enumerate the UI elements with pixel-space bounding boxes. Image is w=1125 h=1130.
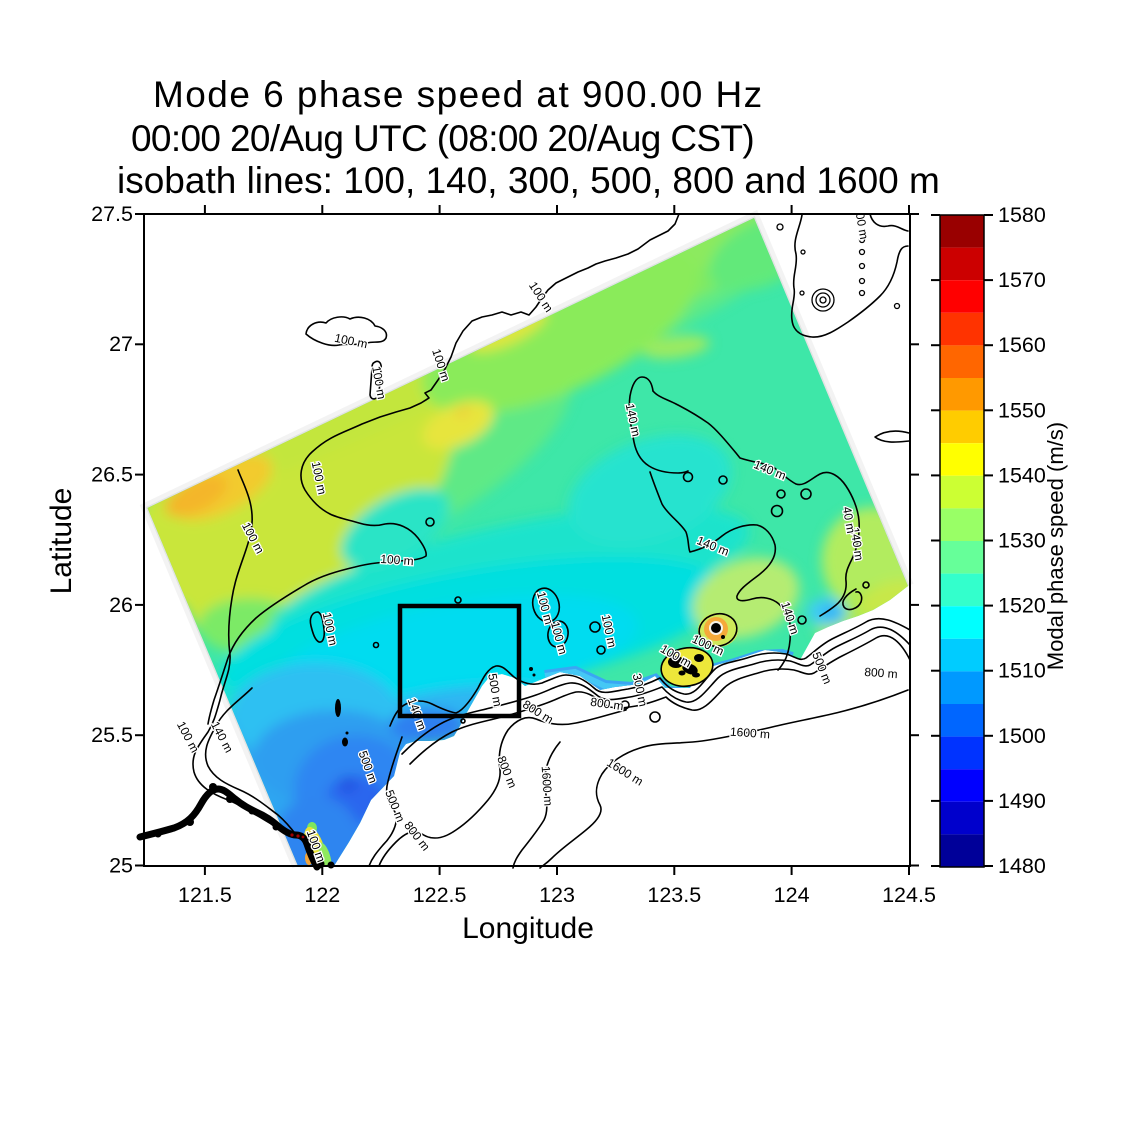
svg-text:123.5: 123.5 [647,883,701,907]
svg-text:1520: 1520 [998,594,1046,618]
svg-text:26.5: 26.5 [91,463,133,487]
svg-text:1600 m: 1600 m [539,766,556,807]
svg-text:25.5: 25.5 [91,723,133,747]
svg-text:140 m: 140 m [848,527,867,562]
svg-text:121.5: 121.5 [178,883,232,907]
svg-text:122.5: 122.5 [413,883,467,907]
svg-text:1480: 1480 [998,854,1046,878]
svg-text:1490: 1490 [998,789,1046,813]
svg-text:1580: 1580 [998,203,1046,227]
svg-text:100 m: 100 m [380,552,414,568]
svg-text:1600 m: 1600 m [730,725,771,742]
svg-text:Longitude: Longitude [462,912,594,945]
svg-text:1560: 1560 [998,333,1046,357]
svg-text:122: 122 [304,883,340,907]
svg-text:isobath lines: 100, 140, 300,: isobath lines: 100, 140, 300, 500, 800 a… [117,160,940,201]
svg-text:25: 25 [109,854,133,878]
svg-text:124: 124 [774,883,810,907]
svg-text:40 m: 40 m [840,506,858,535]
svg-text:00 m: 00 m [853,212,871,241]
svg-text:124.5: 124.5 [882,883,936,907]
svg-text:1550: 1550 [998,398,1046,422]
svg-text:26: 26 [109,593,133,617]
svg-text:Mode 6 phase speed at 900.00 H: Mode 6 phase speed at 900.00 Hz [153,74,764,115]
svg-text:27: 27 [109,332,133,356]
svg-text:1510: 1510 [998,659,1046,683]
svg-text:1500: 1500 [998,724,1046,748]
svg-text:27.5: 27.5 [91,202,133,226]
svg-text:Latitude: Latitude [45,488,78,595]
svg-text:1530: 1530 [998,529,1046,553]
svg-text:1540: 1540 [998,463,1046,487]
svg-text:800 m: 800 m [590,695,625,714]
svg-text:1570: 1570 [998,268,1046,292]
svg-text:00:00 20/Aug UTC (08:00 20/Aug: 00:00 20/Aug UTC (08:00 20/Aug CST) [131,118,754,159]
svg-text:800 m: 800 m [864,665,898,681]
svg-text:123: 123 [539,883,575,907]
svg-text:Modal phase speed (m/s): Modal phase speed (m/s) [1043,422,1068,670]
